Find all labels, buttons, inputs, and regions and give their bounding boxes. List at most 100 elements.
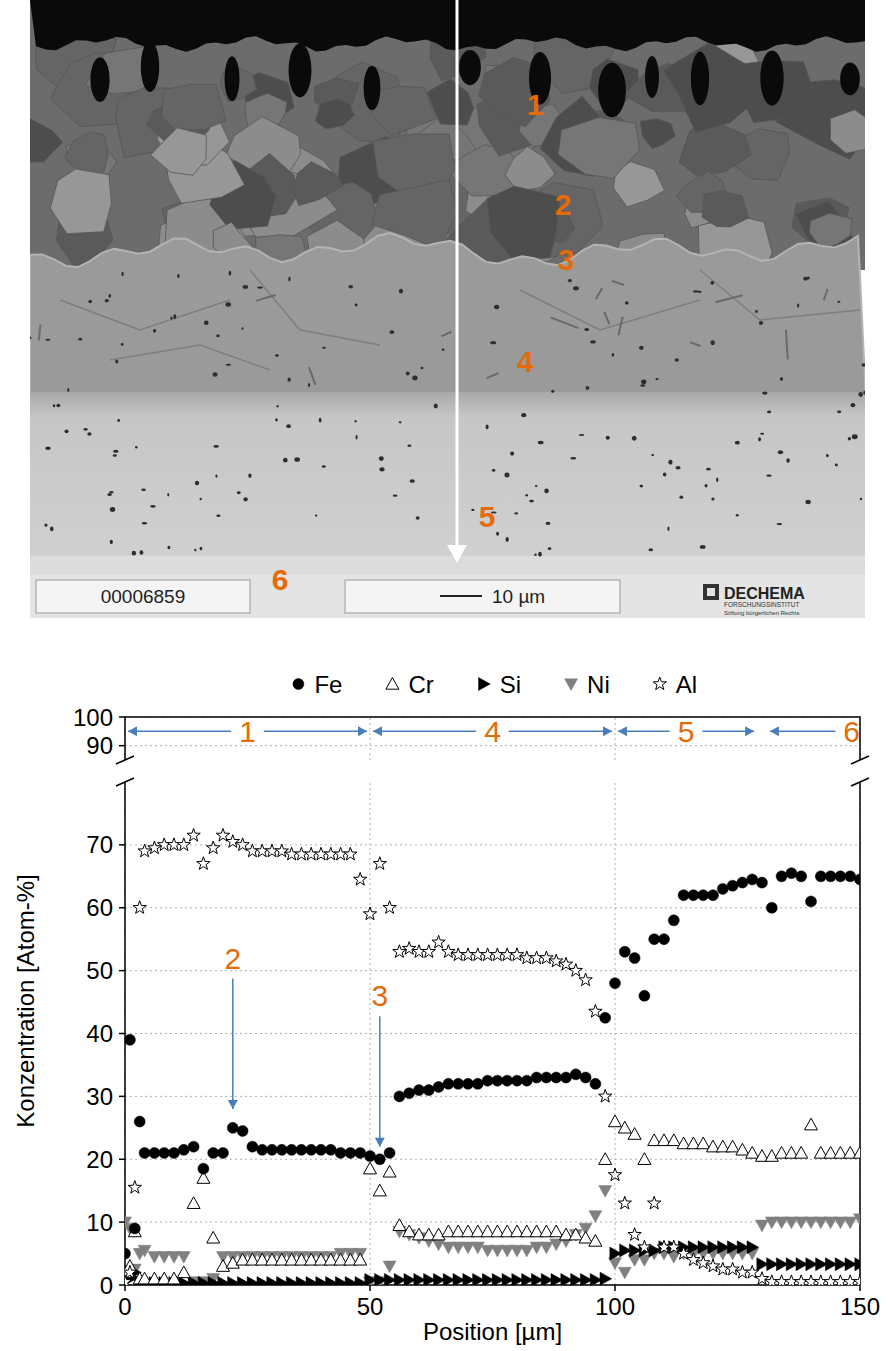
arrowhead	[228, 1100, 238, 1109]
arrowhead	[603, 726, 612, 736]
marker-point	[599, 1089, 612, 1102]
marker-point	[365, 1151, 376, 1162]
pore-dot	[506, 537, 509, 542]
grid-line-x	[615, 782, 616, 1285]
marker-point	[237, 1125, 248, 1136]
marker-point	[198, 1163, 209, 1174]
oxide-grain	[30, 118, 63, 163]
pore-dot	[200, 498, 202, 501]
marker-point	[855, 874, 861, 885]
point-label: 2	[224, 942, 241, 975]
pore-dot	[510, 451, 514, 455]
pore-dot	[355, 303, 358, 306]
marker-point	[854, 1214, 861, 1226]
pore-dot	[442, 348, 445, 350]
marker-point	[619, 946, 630, 957]
pore-dot	[706, 468, 711, 471]
pore-dot	[579, 434, 585, 436]
oxide-grain	[293, 162, 343, 206]
point-label: 3	[371, 979, 388, 1012]
marker-point	[757, 877, 768, 888]
marker-point	[590, 1078, 601, 1089]
layer-label: 4	[517, 345, 534, 378]
pore-dot	[275, 354, 279, 356]
pore-dot	[142, 522, 148, 525]
marker-point	[678, 890, 689, 901]
tick-label-y: 30	[86, 1083, 113, 1110]
marker-point	[629, 953, 640, 964]
marker-point	[746, 1146, 759, 1158]
pore-dot	[194, 549, 196, 552]
pore-dot	[399, 421, 402, 423]
logo-icon-inner	[707, 588, 715, 596]
marker-point	[355, 1147, 366, 1158]
pore-dot	[177, 274, 180, 278]
marker-point	[550, 1239, 563, 1251]
pore-dot	[851, 403, 856, 407]
needle	[550, 317, 578, 328]
page: 0000685910 µmDECHEMAFORSCHUNGSINSTITUTSt…	[0, 0, 891, 1351]
marker-point	[618, 1121, 631, 1133]
marker-point	[520, 1245, 533, 1257]
pore-dot	[45, 447, 51, 450]
pore-dot	[494, 305, 499, 309]
marker-point	[125, 1248, 131, 1259]
marker-point	[188, 1141, 199, 1152]
marker-point	[708, 890, 719, 901]
pore	[289, 43, 312, 97]
needle	[786, 330, 788, 360]
pore-dot	[87, 432, 91, 435]
pore-dot	[434, 403, 438, 408]
pore-dot	[848, 437, 851, 440]
tick-y	[119, 1221, 125, 1223]
pore-dot	[393, 495, 398, 497]
marker-point	[463, 1078, 474, 1089]
pore-dot	[679, 496, 683, 499]
series-fe	[125, 868, 860, 1259]
pore-dot	[858, 392, 863, 397]
photo	[30, 0, 865, 575]
pore-dot	[141, 489, 146, 492]
marker-point	[178, 1144, 189, 1155]
pore-dot	[204, 321, 209, 326]
pore-dot	[538, 441, 544, 444]
pore-dot	[760, 433, 764, 435]
oxide-grain	[663, 42, 764, 132]
marker-point	[805, 1118, 818, 1130]
marker-point	[855, 1258, 860, 1271]
marker-point	[422, 945, 435, 958]
marker-point	[835, 871, 846, 882]
layer-label: 5	[479, 500, 496, 533]
legend-item: Si	[479, 671, 522, 698]
grain-boundary	[60, 300, 230, 330]
marker-point	[345, 1147, 356, 1158]
marker-point	[159, 1147, 170, 1158]
grid-line-x	[370, 782, 371, 1285]
pore-dot	[700, 545, 706, 549]
tick-y	[119, 1096, 125, 1098]
pore-dot	[421, 367, 424, 370]
pore	[645, 56, 659, 98]
point-arrow	[232, 979, 234, 1109]
oxide-grain	[427, 79, 474, 125]
marker-point	[187, 1197, 200, 1209]
needle	[487, 373, 499, 378]
marker-point	[226, 835, 239, 848]
pore-dot	[586, 386, 590, 390]
needle	[604, 312, 609, 324]
marker-point	[363, 907, 376, 920]
legend: FeCrSiNiAl	[293, 671, 697, 698]
marker-point	[125, 1034, 135, 1045]
grid-line-y	[125, 1033, 860, 1034]
annotations: 145623	[128, 715, 860, 1147]
pore-dot	[308, 383, 310, 387]
legend-label: Cr	[408, 671, 433, 698]
oxide-grain	[162, 84, 226, 130]
axis-break	[851, 756, 869, 764]
marker-point	[335, 1147, 346, 1158]
marker-point	[492, 1075, 503, 1086]
pore-dot	[590, 340, 596, 343]
pore-dot	[640, 384, 645, 386]
pore-dot	[213, 372, 218, 377]
marker-point	[293, 679, 304, 690]
